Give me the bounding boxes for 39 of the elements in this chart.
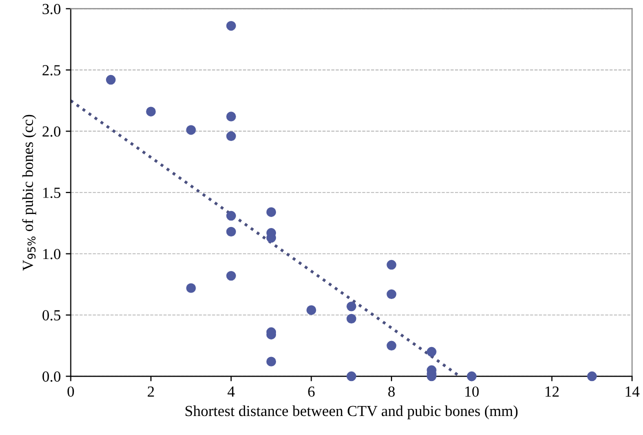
x-tick-label: 2 [148, 386, 154, 397]
point [226, 20, 236, 31]
point [266, 207, 276, 217]
point [386, 260, 396, 270]
point [386, 340, 396, 351]
point [346, 314, 356, 324]
point [146, 106, 156, 116]
point [226, 131, 236, 141]
y-tick-label: 0.0 [42, 371, 60, 382]
point [346, 371, 356, 382]
x-tick-label: 6 [308, 386, 315, 397]
point [106, 74, 116, 85]
x-tick-label: 8 [388, 386, 395, 397]
x-axis-title: Shortest distance between CTV and pubic bones (mm) [186, 405, 518, 420]
point [587, 371, 597, 382]
point [186, 125, 196, 135]
point [386, 289, 396, 300]
point [226, 210, 236, 221]
y-tick-label: 1.5 [43, 188, 60, 198]
point [466, 371, 477, 382]
x-tick-label: 12 [546, 386, 559, 397]
point [346, 302, 356, 312]
y-tick-label: 2.0 [42, 126, 60, 137]
y-tick-label: 0.5 [42, 310, 60, 321]
point [226, 270, 236, 281]
y-tick-label: 1.0 [43, 248, 60, 260]
point [186, 283, 196, 293]
point [426, 346, 436, 357]
y-axis-title: V$_{95%}$ of pubic bones (cc) [22, 114, 36, 271]
point [266, 356, 276, 366]
point [226, 226, 236, 237]
y-tick-label: 2.5 [42, 65, 60, 76]
x-tick-label: 14 [626, 386, 640, 397]
point [306, 305, 316, 315]
point [226, 112, 236, 122]
y-tick-label: 3.0 [42, 4, 60, 14]
x-tick-label: 0 [67, 386, 74, 397]
x-tick-label: 10 [465, 386, 479, 397]
x-tick-label: 4 [228, 386, 235, 397]
